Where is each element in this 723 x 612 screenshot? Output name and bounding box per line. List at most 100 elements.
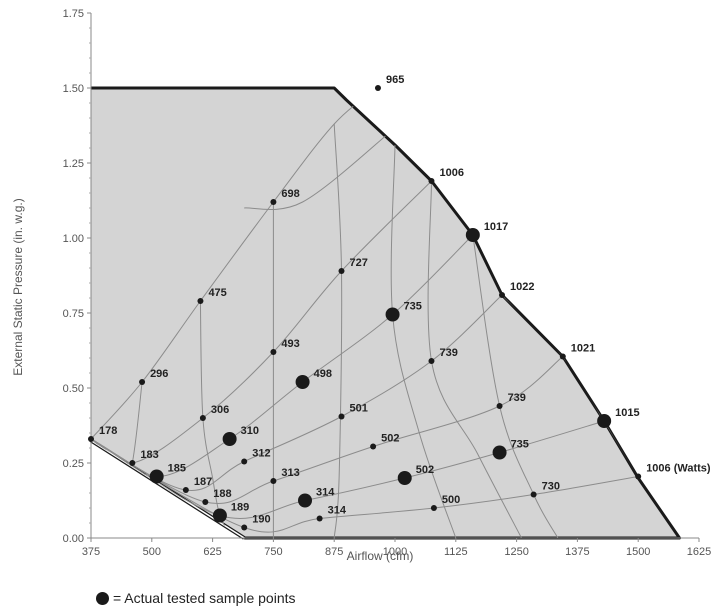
sample-point-marker-icon (96, 591, 109, 605)
watt-label: 730 (542, 481, 560, 493)
curve-point (316, 515, 323, 522)
system-curve (199, 300, 233, 538)
curve-point (338, 413, 345, 420)
sample-point (397, 471, 412, 485)
curve-point (129, 460, 136, 466)
legend-text: = Actual tested sample points (113, 590, 296, 606)
watt-label: 189 (231, 502, 249, 514)
y-tick-label: 0.75 (63, 308, 84, 320)
watt-label: 1006 (Watts) (646, 463, 711, 475)
watt-label: 727 (349, 257, 367, 269)
system-curve (390, 144, 457, 538)
fan-speed-curve (91, 294, 503, 491)
system-curve (333, 123, 343, 538)
axes: 375 500 625 750 875 1000 1125 1250 1375 1500 1625 0… (63, 8, 712, 558)
watt-label: 314 (316, 487, 335, 499)
watt-label: 502 (416, 464, 434, 476)
curve-point (270, 349, 277, 355)
curve-point (559, 353, 566, 360)
curve-point (635, 473, 642, 480)
y-tick-label: 0.25 (63, 458, 84, 470)
system-curve (427, 180, 522, 538)
watt-label: 1021 (571, 343, 595, 355)
system-curve (244, 129, 393, 210)
watt-label: 312 (252, 448, 270, 460)
curve-point (197, 298, 204, 304)
watt-label: 187 (194, 476, 212, 488)
x-tick-label: 1500 (626, 546, 650, 558)
watt-label: 735 (404, 301, 422, 313)
sample-point (149, 469, 164, 484)
watt-label: 313 (281, 467, 299, 479)
curve-point (499, 292, 506, 298)
watt-label: 739 (508, 392, 526, 404)
sample-point (222, 432, 237, 446)
curve-point (530, 491, 537, 498)
curve-point (270, 199, 277, 205)
x-tick-label: 625 (203, 546, 221, 558)
y-tick-label: 1.25 (63, 158, 84, 170)
watt-label: 178 (99, 425, 117, 437)
curve-point (202, 499, 209, 505)
sample-point (492, 445, 507, 460)
sample-point (298, 493, 313, 508)
data-points (88, 85, 642, 531)
curve-point (496, 403, 503, 409)
fan-performance-chart: 375 500 625 750 875 1000 1125 1250 1375 1500 1625 0… (11, 8, 712, 563)
envelope-boundary (91, 86, 681, 540)
curve-point (428, 358, 435, 364)
curve-point (270, 478, 277, 484)
envelope-fill (91, 88, 680, 538)
watt-label: 739 (439, 347, 457, 359)
watt-label: 183 (140, 449, 158, 461)
watt-label: 498 (314, 368, 332, 380)
x-tick-label: 1125 (444, 546, 468, 558)
y-tick-label: 1.00 (63, 233, 84, 245)
watt-label: 188 (213, 488, 231, 500)
y-axis-title: External Static Pressure (in. w.g.) (11, 198, 25, 375)
watt-label: 493 (281, 338, 299, 350)
y-tick-label: 1.75 (63, 8, 84, 20)
x-tick-label: 1625 (687, 546, 711, 558)
watt-label: 1017 (484, 221, 508, 233)
watt-labels: 296 183 178 475 306 187 698 493 312 188 965 727 313 5… (99, 74, 711, 526)
watt-label: 502 (381, 433, 399, 445)
watt-label: 310 (241, 425, 259, 437)
curve-point (338, 268, 345, 274)
x-tick-label: 875 (325, 546, 343, 558)
watt-label: 501 (349, 403, 367, 415)
watt-label: 1022 (510, 281, 534, 293)
curve-point (88, 436, 94, 442)
watt-label: 185 (168, 463, 186, 475)
watt-label: 735 (511, 439, 529, 451)
sample-point (465, 228, 480, 242)
y-tick-label: 1.50 (63, 83, 84, 95)
curve-point (139, 379, 146, 385)
sample-point (295, 375, 310, 389)
x-tick-label: 1375 (565, 546, 589, 558)
x-axis-title: Airflow (cfm) (347, 549, 414, 563)
watt-label: 190 (252, 514, 270, 526)
watt-label: 306 (211, 404, 229, 416)
sample-point (385, 307, 400, 322)
watt-label: 296 (150, 368, 168, 380)
curve-point (370, 443, 377, 450)
x-tick-label: 1000 (383, 546, 407, 558)
curve-point (241, 458, 248, 465)
y-tick-label: 0.00 (63, 533, 84, 545)
curve-point (430, 505, 437, 511)
legend: = Actual tested sample points (96, 590, 296, 606)
sample-point (597, 414, 612, 428)
watt-label: 1006 (439, 167, 463, 179)
sample-point (212, 508, 227, 523)
x-tick-label: 375 (82, 546, 100, 558)
watt-label: 965 (386, 74, 404, 86)
x-tick-label: 1250 (504, 546, 528, 558)
x-tick-label: 500 (143, 546, 161, 558)
watt-label: 475 (208, 287, 226, 299)
watt-label: 1015 (615, 407, 639, 419)
curve-point (374, 85, 381, 91)
curve-point (182, 487, 189, 493)
watt-label: 314 (328, 505, 347, 517)
watt-label: 500 (442, 494, 460, 506)
